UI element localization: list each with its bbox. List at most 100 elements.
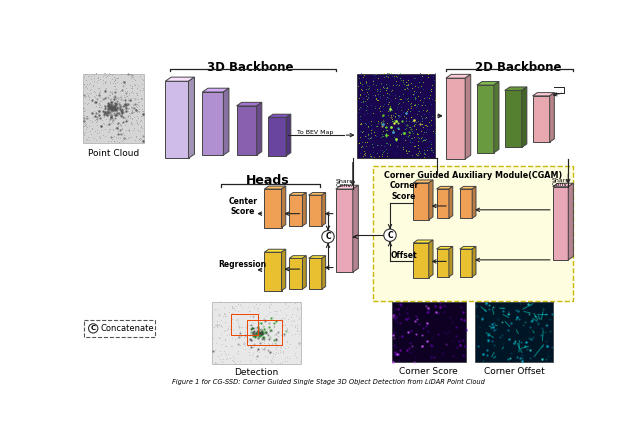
Bar xyxy=(358,74,435,158)
Polygon shape xyxy=(460,189,472,218)
Text: Center
Score: Center Score xyxy=(228,197,257,216)
Text: Heads: Heads xyxy=(246,174,289,187)
Polygon shape xyxy=(165,81,189,158)
Polygon shape xyxy=(449,186,452,218)
Text: Corner
Score: Corner Score xyxy=(389,181,419,201)
Polygon shape xyxy=(353,185,358,272)
Circle shape xyxy=(88,324,98,333)
Polygon shape xyxy=(308,195,322,226)
Bar xyxy=(231,314,259,335)
Bar xyxy=(212,302,301,364)
Polygon shape xyxy=(189,77,195,158)
Text: Corner Score: Corner Score xyxy=(399,367,458,376)
Bar xyxy=(84,320,155,337)
Polygon shape xyxy=(289,193,307,195)
Circle shape xyxy=(322,231,334,243)
Polygon shape xyxy=(336,189,353,272)
Polygon shape xyxy=(322,256,326,289)
Polygon shape xyxy=(436,186,452,189)
Polygon shape xyxy=(322,193,326,226)
Text: Share: Share xyxy=(335,179,353,184)
Polygon shape xyxy=(282,186,286,227)
Bar xyxy=(476,302,553,362)
Circle shape xyxy=(384,229,396,241)
Text: Figure 1 for CG-SSD: Corner Guided Single Stage 3D Object Detection from LiDAR P: Figure 1 for CG-SSD: Corner Guided Singl… xyxy=(172,379,484,385)
Polygon shape xyxy=(532,93,554,96)
Text: Detection: Detection xyxy=(234,368,278,378)
Polygon shape xyxy=(303,193,307,226)
Polygon shape xyxy=(202,92,223,155)
Text: C: C xyxy=(91,325,96,331)
Polygon shape xyxy=(436,189,449,218)
Polygon shape xyxy=(264,186,286,189)
Polygon shape xyxy=(472,246,476,277)
Polygon shape xyxy=(336,185,358,189)
Text: Corner Offset: Corner Offset xyxy=(484,367,545,376)
Polygon shape xyxy=(460,186,476,189)
Polygon shape xyxy=(550,93,554,142)
Bar xyxy=(83,74,143,143)
Polygon shape xyxy=(568,183,573,260)
Polygon shape xyxy=(472,186,476,218)
Polygon shape xyxy=(477,85,494,153)
Text: 3D Backbone: 3D Backbone xyxy=(207,61,294,74)
Polygon shape xyxy=(282,249,286,291)
Polygon shape xyxy=(413,243,429,278)
Polygon shape xyxy=(446,78,465,159)
Polygon shape xyxy=(505,90,522,148)
Text: 2D Backbone: 2D Backbone xyxy=(475,61,561,74)
Text: Conv.: Conv. xyxy=(552,182,569,187)
Polygon shape xyxy=(446,74,470,78)
Polygon shape xyxy=(268,117,286,156)
Polygon shape xyxy=(553,187,568,260)
Polygon shape xyxy=(532,96,550,142)
Polygon shape xyxy=(413,183,429,220)
Text: Conv.: Conv. xyxy=(335,183,353,188)
Text: To BEV Map: To BEV Map xyxy=(297,130,333,135)
Polygon shape xyxy=(223,88,229,155)
Bar xyxy=(246,320,282,345)
Text: C: C xyxy=(387,231,393,240)
Polygon shape xyxy=(413,180,433,183)
Polygon shape xyxy=(264,249,286,252)
Text: C: C xyxy=(325,232,331,241)
Polygon shape xyxy=(264,252,282,291)
Polygon shape xyxy=(522,87,527,148)
Polygon shape xyxy=(436,249,449,277)
Text: Regression: Regression xyxy=(219,260,267,269)
Bar xyxy=(392,302,466,362)
Polygon shape xyxy=(289,259,303,289)
Polygon shape xyxy=(308,256,326,259)
Polygon shape xyxy=(505,87,527,90)
Polygon shape xyxy=(268,114,291,117)
Polygon shape xyxy=(494,81,499,153)
Polygon shape xyxy=(237,106,257,155)
Polygon shape xyxy=(165,77,195,81)
Polygon shape xyxy=(257,102,262,155)
Polygon shape xyxy=(449,246,452,277)
Polygon shape xyxy=(460,246,476,249)
Polygon shape xyxy=(308,193,326,195)
Polygon shape xyxy=(436,246,452,249)
Polygon shape xyxy=(429,240,433,278)
Polygon shape xyxy=(264,189,282,227)
Text: Concatenate: Concatenate xyxy=(101,324,154,333)
Polygon shape xyxy=(237,102,262,106)
Polygon shape xyxy=(286,114,291,156)
Text: Corner Guided Auxiliary Module(CGAM): Corner Guided Auxiliary Module(CGAM) xyxy=(384,171,562,180)
Text: Point Cloud: Point Cloud xyxy=(88,149,139,158)
Polygon shape xyxy=(477,81,499,85)
Polygon shape xyxy=(460,249,472,277)
Polygon shape xyxy=(465,74,470,159)
Polygon shape xyxy=(289,195,303,226)
Polygon shape xyxy=(413,240,433,243)
Polygon shape xyxy=(202,88,229,92)
Polygon shape xyxy=(553,183,573,187)
Polygon shape xyxy=(289,256,307,259)
Polygon shape xyxy=(429,180,433,220)
Polygon shape xyxy=(308,259,322,289)
Text: Offset: Offset xyxy=(390,251,417,260)
Polygon shape xyxy=(303,256,307,289)
Bar xyxy=(373,166,573,301)
Text: Share: Share xyxy=(552,178,570,183)
